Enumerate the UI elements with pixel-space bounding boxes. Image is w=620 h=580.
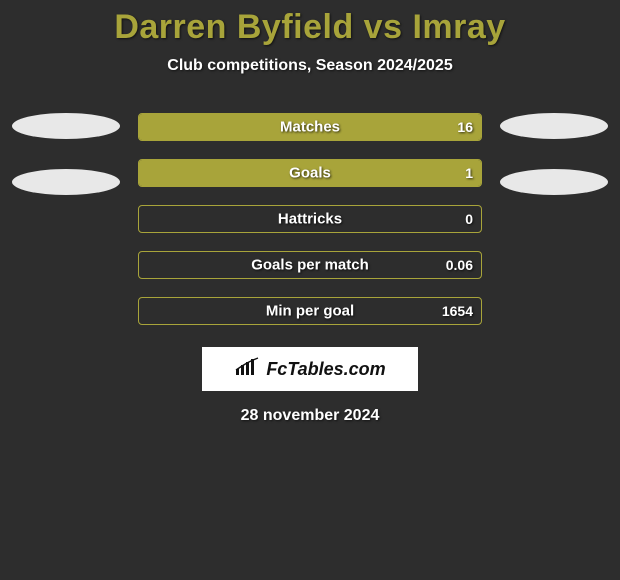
stat-bar-label: Min per goal	[266, 303, 354, 320]
stat-bar-row: Matches 16	[138, 113, 482, 141]
right-placeholder-column	[500, 113, 608, 195]
logo-text: FcTables.com	[266, 359, 385, 380]
page-title: Darren Byfield vs Imray	[114, 8, 505, 47]
comparison-card: Darren Byfield vs Imray Club competition…	[0, 0, 620, 425]
stat-bar-label: Goals per match	[251, 257, 369, 274]
stat-bar-label: Matches	[280, 119, 340, 136]
stat-bar-row: Hattricks 0	[138, 205, 482, 233]
date-label: 28 november 2024	[241, 407, 380, 425]
stat-bar-row: Goals per match 0.06	[138, 251, 482, 279]
stat-bar-value: 1654	[442, 303, 473, 319]
stat-bars: Matches 16 Goals 1 Hattricks 0 Goals per match…	[138, 113, 482, 325]
stat-bar-row: Min per goal 1654	[138, 297, 482, 325]
left-placeholder-column	[12, 113, 120, 195]
stat-bar-label: Hattricks	[278, 211, 342, 228]
stat-bar-value: 0	[465, 211, 473, 227]
barchart-icon	[234, 357, 260, 382]
placeholder-ellipse	[12, 169, 120, 195]
stat-bar-row: Goals 1	[138, 159, 482, 187]
stat-bar-label: Goals	[289, 165, 331, 182]
placeholder-ellipse	[12, 113, 120, 139]
logo-box: FcTables.com	[202, 347, 418, 391]
placeholder-ellipse	[500, 169, 608, 195]
placeholder-ellipse	[500, 113, 608, 139]
stats-area: Matches 16 Goals 1 Hattricks 0 Goals per match…	[0, 113, 620, 325]
page-subtitle: Club competitions, Season 2024/2025	[167, 57, 452, 75]
stat-bar-value: 1	[465, 165, 473, 181]
stat-bar-value: 0.06	[446, 257, 473, 273]
stat-bar-value: 16	[457, 119, 473, 135]
